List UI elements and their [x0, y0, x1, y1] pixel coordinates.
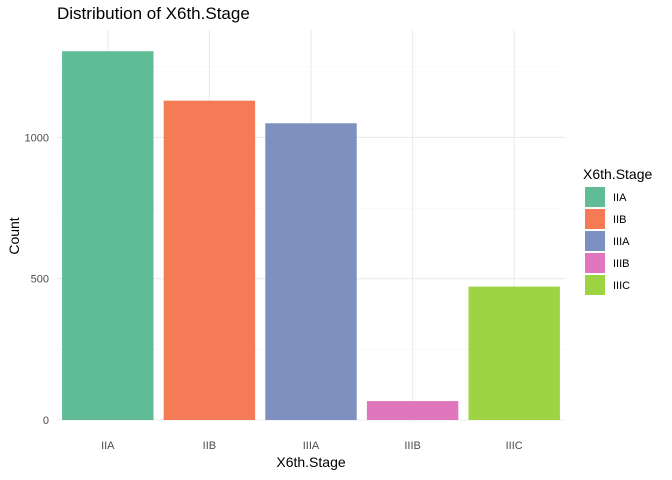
x-tick-labels: IIA IIB IIIA IIIB IIIC — [101, 440, 523, 452]
legend-label-iiia: IIIA — [613, 236, 630, 248]
x-tick-label: IIIC — [506, 440, 523, 452]
legend-key-iiic — [585, 275, 605, 295]
legend-label-iia: IIA — [613, 192, 627, 204]
x-axis-title: X6th.Stage — [276, 454, 345, 470]
bar-iib — [163, 100, 256, 421]
legend-label-iiic: IIIC — [613, 280, 630, 292]
bar-iiib — [366, 401, 459, 420]
legend-key-iia — [585, 187, 605, 207]
legend-key-iiia — [585, 231, 605, 251]
bar-iia — [62, 51, 154, 420]
legend-label-iiib: IIIB — [613, 258, 630, 270]
legend-key-iiib — [585, 253, 605, 273]
y-tick-labels: 0 500 1000 — [25, 132, 49, 427]
legend-label-iib: IIB — [613, 214, 626, 226]
legend: IIA IIB IIIA IIIB IIIC — [585, 187, 630, 295]
y-tick-label: 1000 — [25, 132, 49, 144]
x-tick-label: IIIB — [404, 440, 421, 452]
legend-key-iib — [585, 209, 605, 229]
legend-title: X6th.Stage — [583, 166, 652, 182]
x-tick-label: IIB — [203, 440, 216, 452]
bar-iiia — [265, 123, 357, 421]
y-tick-label: 0 — [43, 415, 49, 427]
x-tick-label: IIIA — [303, 440, 320, 452]
bars — [62, 51, 560, 421]
chart-title: Distribution of X6th.Stage — [57, 4, 250, 23]
y-tick-label: 500 — [31, 274, 49, 286]
bar-iiic — [468, 286, 560, 420]
y-axis-title: Count — [6, 217, 22, 254]
x-tick-label: IIA — [101, 440, 115, 452]
